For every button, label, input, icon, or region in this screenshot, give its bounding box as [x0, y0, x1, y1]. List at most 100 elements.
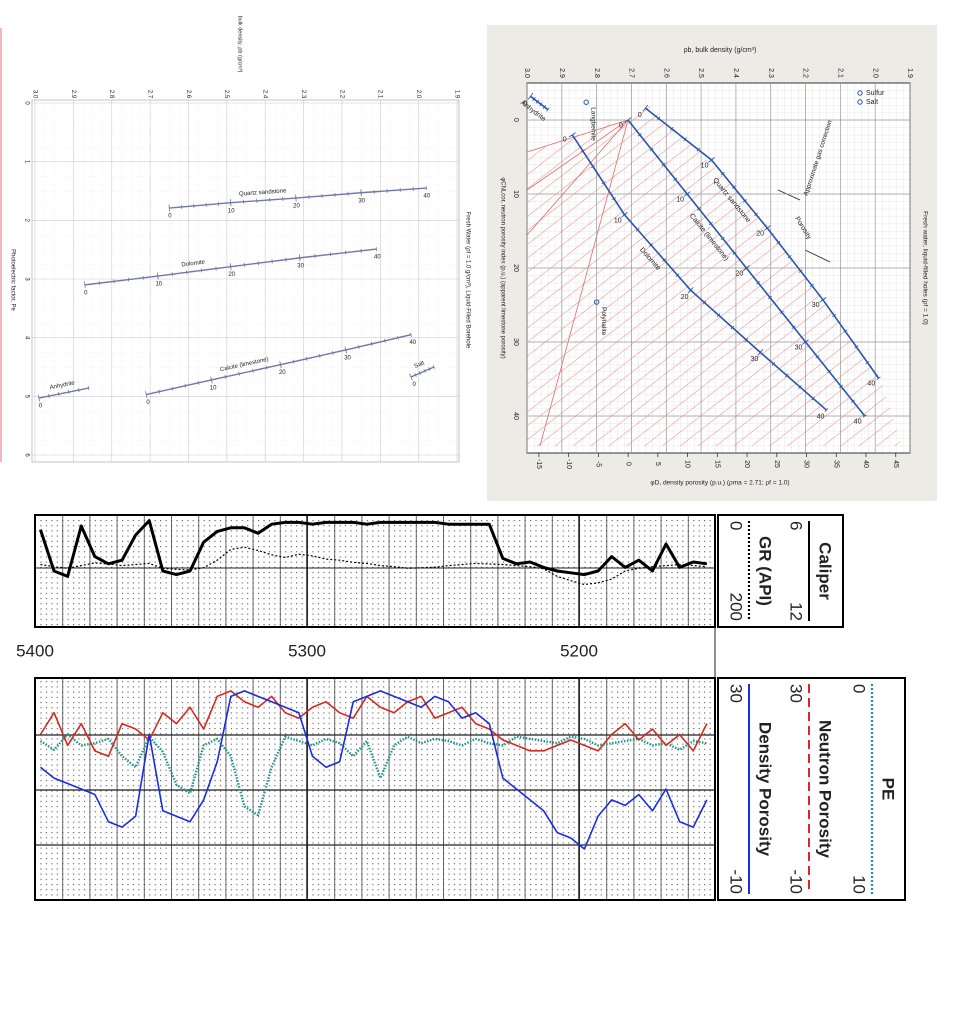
minor-tick [702, 300, 707, 305]
track-2-frame [34, 677, 716, 901]
porosity-label: 0 [638, 112, 642, 119]
curve-name: Neutron Porosity [816, 720, 835, 858]
x-tick-label: 3.0 [523, 68, 530, 78]
scale-start: 6 [787, 521, 806, 530]
minor-tick [815, 355, 820, 359]
y-tick-label: 0 [23, 101, 29, 105]
legend-label: Salt [866, 99, 878, 106]
minor-tick [171, 386, 174, 391]
porosity-label: 30 [795, 344, 803, 351]
y-tick-label: 40 [512, 412, 519, 420]
minor-tick [742, 265, 750, 271]
minor-tick [854, 345, 859, 349]
curve-name: Density Porosity [756, 722, 775, 857]
log-curve [39, 690, 708, 758]
minor-tick [58, 392, 60, 397]
minor-tick [757, 349, 764, 356]
y-tick-label: 1 [23, 160, 29, 164]
depth-label: 5300 [288, 641, 326, 660]
scale-end: -10 [787, 869, 806, 894]
depth-label: 5400 [16, 641, 54, 660]
minor-tick [384, 338, 386, 343]
track-2-major-grid [35, 678, 715, 900]
log-curve [40, 546, 707, 586]
minor-tick [292, 359, 295, 364]
log-curve [39, 690, 708, 850]
x2-tick-label: 45 [892, 460, 899, 468]
minor-tick [768, 295, 772, 300]
x2-tick-label: 0 [624, 462, 631, 466]
minor-tick [779, 310, 784, 315]
minor-tick [360, 189, 362, 197]
x2-tick-label: 40 [862, 460, 869, 468]
porosity-label: 20 [228, 272, 235, 278]
point-label: Langbeinite [589, 107, 596, 141]
porosity-label: 0 [146, 400, 150, 406]
minor-tick [210, 376, 213, 384]
minor-tick [414, 373, 417, 377]
minor-tick [87, 386, 90, 391]
x-tick-label: 2.9 [70, 90, 76, 99]
y-tick-label: 5 [23, 395, 29, 399]
porosity-label: 40 [817, 414, 825, 421]
minor-tick [824, 408, 829, 413]
x-tick-label: 2.5 [223, 90, 229, 99]
porosity-label: 30 [750, 356, 758, 363]
mineral-point [593, 299, 600, 305]
mineral-point [583, 99, 589, 105]
minor-tick [532, 96, 536, 101]
x2-tick-label: 5 [654, 462, 661, 466]
scale-end: 10 [850, 875, 869, 894]
minor-tick [224, 374, 227, 379]
x-tick-label: 1.9 [906, 68, 913, 78]
minor-tick [731, 185, 736, 189]
convergence-line [526, 119, 629, 153]
minor-tick [168, 204, 170, 212]
minor-tick [744, 338, 749, 342]
porosity-label: 10 [701, 163, 709, 170]
curve-name: PE [879, 778, 898, 801]
x2-axis-title: φD, density porosity (p.u.) (ρma = 2.71;… [650, 480, 789, 487]
x-tick-label: 2.4 [262, 90, 268, 99]
x-tick-label: 2.6 [185, 90, 191, 99]
porosity-label: 10 [155, 282, 162, 288]
track-curves [39, 690, 708, 850]
porosity-label: 10 [614, 217, 622, 224]
minor-tick [839, 384, 844, 389]
minor-tick [344, 346, 347, 354]
minor-tick [756, 281, 761, 285]
track-1-header [717, 514, 844, 628]
y-tick-label: 10 [512, 190, 519, 198]
minor-tick [683, 191, 691, 197]
well-log: 5400 5300 5200 6 12 Caliper 0 200 GR (API) 0 10 PE 3… [16, 515, 898, 900]
y-tick-label: 4 [23, 336, 29, 340]
series-name: Anhydrite [49, 380, 76, 391]
x2-tick-label: 15 [713, 460, 720, 468]
pe-crossplot: 3.0 2.9 2.8 2.7 2.6 2.5 2.4 2.3 2.2 2.1 2.0 1.9 0 1 2 3… [9, 16, 470, 462]
minor-tick [409, 373, 413, 381]
minor-grid [32, 100, 459, 462]
minor-tick [791, 325, 796, 329]
porosity-arrow [804, 249, 831, 263]
porosity-label: 30 [358, 198, 365, 204]
porosity-label: 10 [228, 208, 235, 214]
minor-tick [621, 211, 628, 218]
y-tick-label: 3 [23, 277, 29, 281]
porosity-label: 0 [168, 214, 172, 220]
minor-tick [156, 272, 159, 280]
x2-tick-label: -5 [595, 461, 602, 467]
y-tick-label: 30 [512, 338, 519, 346]
minor-tick [798, 269, 803, 273]
minor-tick [279, 361, 282, 369]
minor-tick [637, 133, 642, 137]
minor-tick [527, 92, 534, 100]
annotation: Fresh water, liquid-filled holes (ρf = 1… [921, 211, 928, 325]
plots: 3.0 2.9 2.8 2.7 2.6 2.5 2.4 2.3 2.2 2.1 2.0 1.90123… [9, 16, 928, 900]
porosity-label: 0 [412, 382, 416, 388]
minor-tick [827, 369, 832, 374]
minor-tick [635, 228, 640, 232]
x-tick-label: 2.9 [558, 68, 565, 78]
porosity-label: 30 [344, 355, 351, 361]
minor-tick [754, 212, 759, 217]
